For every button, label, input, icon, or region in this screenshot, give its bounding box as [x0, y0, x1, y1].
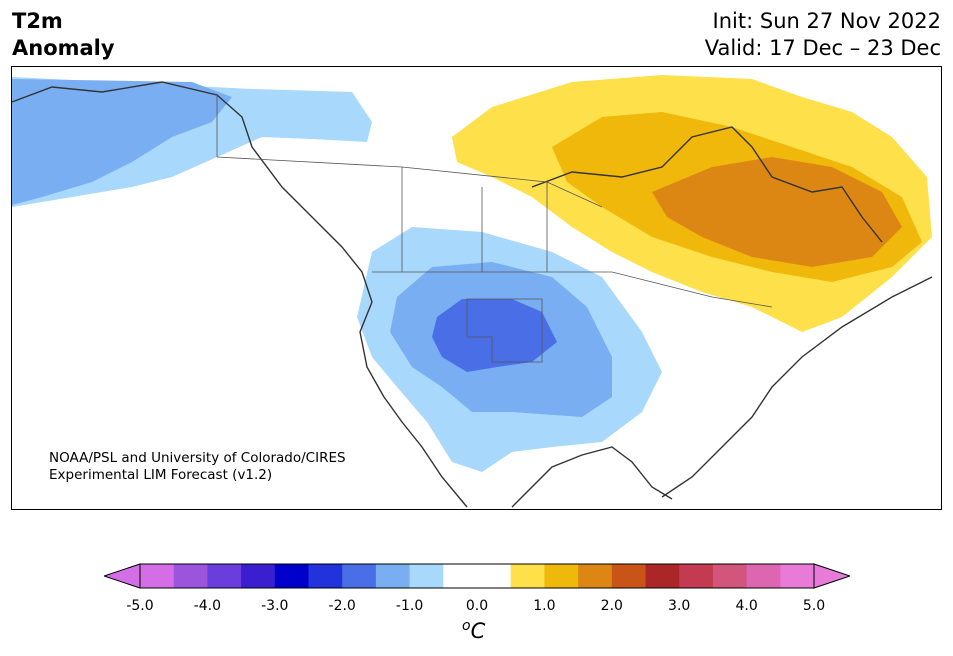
colorbar-segment: [173, 564, 208, 588]
colorbar-segment: [274, 564, 309, 588]
colorbar-tick-label: 1.0: [533, 598, 556, 614]
colorbar-segment: [679, 564, 714, 588]
credit-line-1: NOAA/PSL and University of Colorado/CIRE…: [49, 450, 346, 466]
colorbar-segment: [746, 564, 781, 588]
colorbar-extend-low: [102, 563, 141, 589]
colorbar-extend-high: [813, 563, 852, 589]
colorbar-segment: [645, 564, 680, 588]
unit-letter: C: [470, 619, 486, 643]
credit-text: NOAA/PSL and University of Colorado/CIRE…: [49, 450, 346, 484]
colorbar-segment: [308, 564, 343, 588]
colorbar-tick-label: 2.0: [600, 598, 623, 614]
colorbar-segment: [578, 564, 613, 588]
colorbar-tick-label: -4.0: [193, 598, 222, 614]
colorbar-segment: [712, 564, 748, 588]
colorbar-segment: [241, 564, 276, 588]
map-canvas: [12, 75, 933, 508]
colorbar-svg: [102, 563, 852, 589]
credit-line-2: Experimental LIM Forecast (v1.2): [49, 467, 273, 483]
colorbar-segment: [544, 564, 579, 588]
warm-region-canada-core: [652, 157, 902, 267]
colorbar-segment: [510, 564, 545, 588]
borders: [216, 95, 773, 363]
forecast-dates: Init: Sun 27 Nov 2022 Valid: 17 Dec – 23…: [705, 8, 941, 62]
colorbar-tick-label: -1.0: [395, 598, 424, 614]
colorbar-segment: [409, 564, 444, 588]
colorbar-segment: [375, 564, 411, 588]
colorbar-tick-label: 5.0: [802, 598, 826, 614]
colorbar-tick-label: -5.0: [126, 598, 154, 614]
title-line-2: Anomaly: [12, 36, 115, 60]
cold-region-alaska-inner: [12, 79, 232, 205]
colorbar-ticks: -5.0 -4.0 -3.0 -2.0 -1.0 0.0 1.0 2.0 3.0 4.0 5.0: [0, 598, 953, 618]
colorbar-tick-label: 3.0: [668, 598, 691, 614]
colorbar: [102, 563, 852, 589]
init-date: Init: Sun 27 Nov 2022: [712, 9, 941, 33]
colorbar-segment: [611, 564, 646, 588]
map-title: T2m Anomaly: [12, 8, 115, 62]
colorbar-tick-label: 0.0: [465, 598, 489, 614]
coastlines: [12, 81, 933, 508]
title-line-1: T2m: [12, 9, 63, 33]
colorbar-segment: [477, 564, 512, 588]
colorbar-segment: [342, 564, 377, 588]
colorbar-unit: oC: [462, 618, 485, 643]
colorbar-segment: [140, 564, 175, 588]
colorbar-tick-label: -3.0: [261, 598, 289, 614]
colorbar-tick-label: 4.0: [735, 598, 758, 614]
unit-degree: o: [462, 618, 471, 634]
colorbar-tick-label: -2.0: [328, 598, 356, 614]
colorbar-segment: [780, 564, 815, 588]
valid-date: Valid: 17 Dec – 23 Dec: [704, 36, 941, 60]
colorbar-segment: [443, 564, 478, 588]
colorbar-outline: [139, 563, 815, 589]
colorbar-segment: [207, 564, 242, 588]
cold-region-west-core: [432, 299, 557, 372]
anomaly-map: [11, 66, 942, 510]
